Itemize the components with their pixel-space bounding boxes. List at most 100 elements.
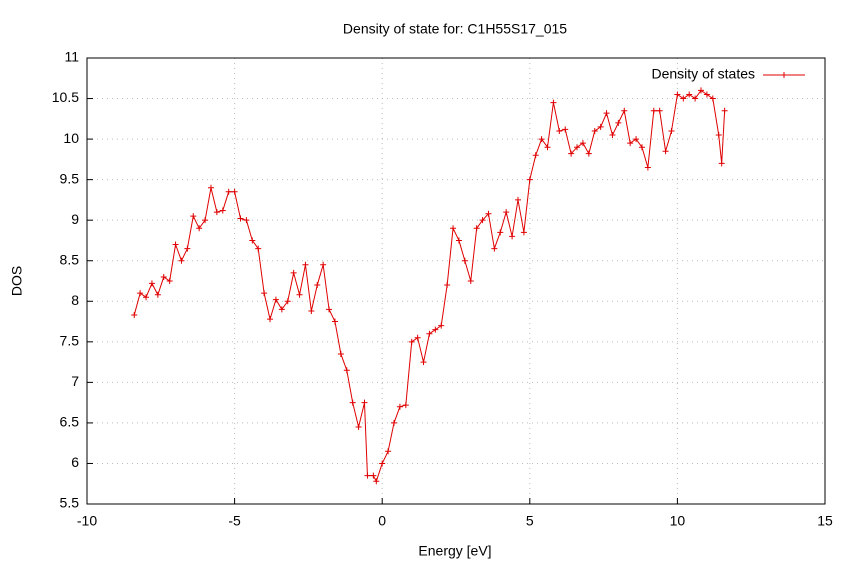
- y-tick-label: 8.5: [60, 251, 80, 267]
- point-marker: [196, 225, 203, 232]
- point-marker: [408, 338, 415, 345]
- y-tick-label: 6: [71, 454, 79, 470]
- point-marker: [698, 87, 705, 94]
- point-marker: [621, 107, 628, 114]
- point-marker: [308, 308, 315, 315]
- point-marker: [544, 144, 551, 151]
- point-marker: [615, 119, 622, 126]
- point-marker: [361, 399, 368, 406]
- point-marker: [467, 278, 474, 284]
- point-marker: [721, 107, 728, 114]
- x-tick-label: 5: [526, 513, 534, 529]
- point-marker: [131, 312, 138, 319]
- y-tick-label: 10.5: [52, 89, 79, 105]
- point-marker: [455, 237, 462, 244]
- point-marker: [668, 127, 675, 134]
- point-marker: [320, 261, 327, 268]
- point-marker: [526, 176, 533, 183]
- point-marker: [284, 298, 291, 305]
- y-tick-label: 9: [71, 211, 79, 227]
- point-marker: [314, 282, 321, 289]
- point-marker: [355, 423, 362, 430]
- y-tick-label: 7: [71, 373, 79, 389]
- chart-title: Density of state for: C1H55S17_015: [343, 21, 567, 37]
- point-marker: [579, 140, 586, 147]
- legend-label: Density of states: [652, 66, 756, 82]
- y-tick-label: 11: [64, 49, 79, 65]
- point-marker: [509, 233, 516, 240]
- point-marker: [450, 225, 457, 232]
- point-marker: [497, 229, 504, 236]
- point-marker: [379, 460, 386, 467]
- point-marker: [172, 241, 179, 248]
- point-marker: [337, 350, 344, 357]
- point-marker: [627, 140, 634, 147]
- point-marker: [709, 95, 716, 102]
- legend-marker: [781, 72, 787, 78]
- point-marker: [237, 215, 244, 222]
- point-marker: [154, 291, 161, 298]
- point-marker: [556, 127, 563, 134]
- point-marker: [373, 478, 380, 485]
- point-marker: [718, 160, 725, 167]
- y-tick-label: 7.5: [60, 333, 80, 349]
- point-marker: [278, 306, 285, 313]
- point-marker: [143, 294, 150, 301]
- point-marker: [432, 326, 439, 333]
- point-marker: [479, 217, 486, 224]
- point-marker: [402, 402, 409, 409]
- y-tick-label: 6.5: [60, 414, 80, 430]
- point-marker: [137, 290, 144, 297]
- point-marker: [420, 359, 427, 366]
- point-marker: [219, 207, 226, 214]
- x-tick-label: -5: [228, 513, 241, 529]
- point-marker: [213, 209, 220, 216]
- point-marker: [255, 245, 262, 252]
- point-marker: [538, 136, 545, 143]
- point-marker: [473, 225, 480, 232]
- x-tick-label: -10: [77, 513, 97, 529]
- point-marker: [692, 95, 699, 102]
- point-marker: [438, 322, 445, 329]
- point-marker: [609, 132, 616, 139]
- x-tick-label: 15: [817, 513, 833, 529]
- point-marker: [444, 282, 451, 289]
- point-marker: [296, 291, 303, 298]
- point-marker: [703, 91, 710, 98]
- point-marker: [426, 330, 433, 337]
- point-marker: [178, 257, 185, 264]
- x-axis-label: Energy [eV]: [418, 543, 491, 559]
- point-marker: [674, 91, 681, 98]
- point-marker: [391, 419, 398, 426]
- point-marker: [414, 334, 421, 341]
- y-tick-label: 5.5: [60, 495, 80, 511]
- y-axis-label: DOS: [9, 266, 25, 296]
- x-tick-label: 10: [670, 513, 686, 529]
- point-marker: [485, 210, 492, 217]
- point-marker: [514, 196, 521, 203]
- plot-border: [86, 57, 826, 505]
- point-marker: [267, 316, 274, 323]
- point-marker: [343, 367, 350, 374]
- point-marker: [190, 213, 197, 220]
- point-marker: [591, 127, 598, 134]
- point-marker: [568, 150, 575, 157]
- point-marker: [272, 296, 279, 303]
- x-tick-label: 0: [378, 513, 386, 529]
- point-marker: [503, 209, 510, 216]
- point-marker: [574, 144, 581, 151]
- point-marker: [633, 136, 640, 143]
- point-marker: [686, 91, 693, 98]
- point-marker: [364, 472, 371, 479]
- point-marker: [160, 273, 167, 280]
- point-marker: [638, 144, 645, 151]
- point-marker: [249, 237, 256, 244]
- point-marker: [385, 448, 392, 455]
- point-marker: [662, 148, 669, 155]
- point-marker: [562, 126, 569, 133]
- point-marker: [656, 107, 663, 114]
- point-marker: [520, 229, 527, 236]
- point-marker: [290, 269, 297, 276]
